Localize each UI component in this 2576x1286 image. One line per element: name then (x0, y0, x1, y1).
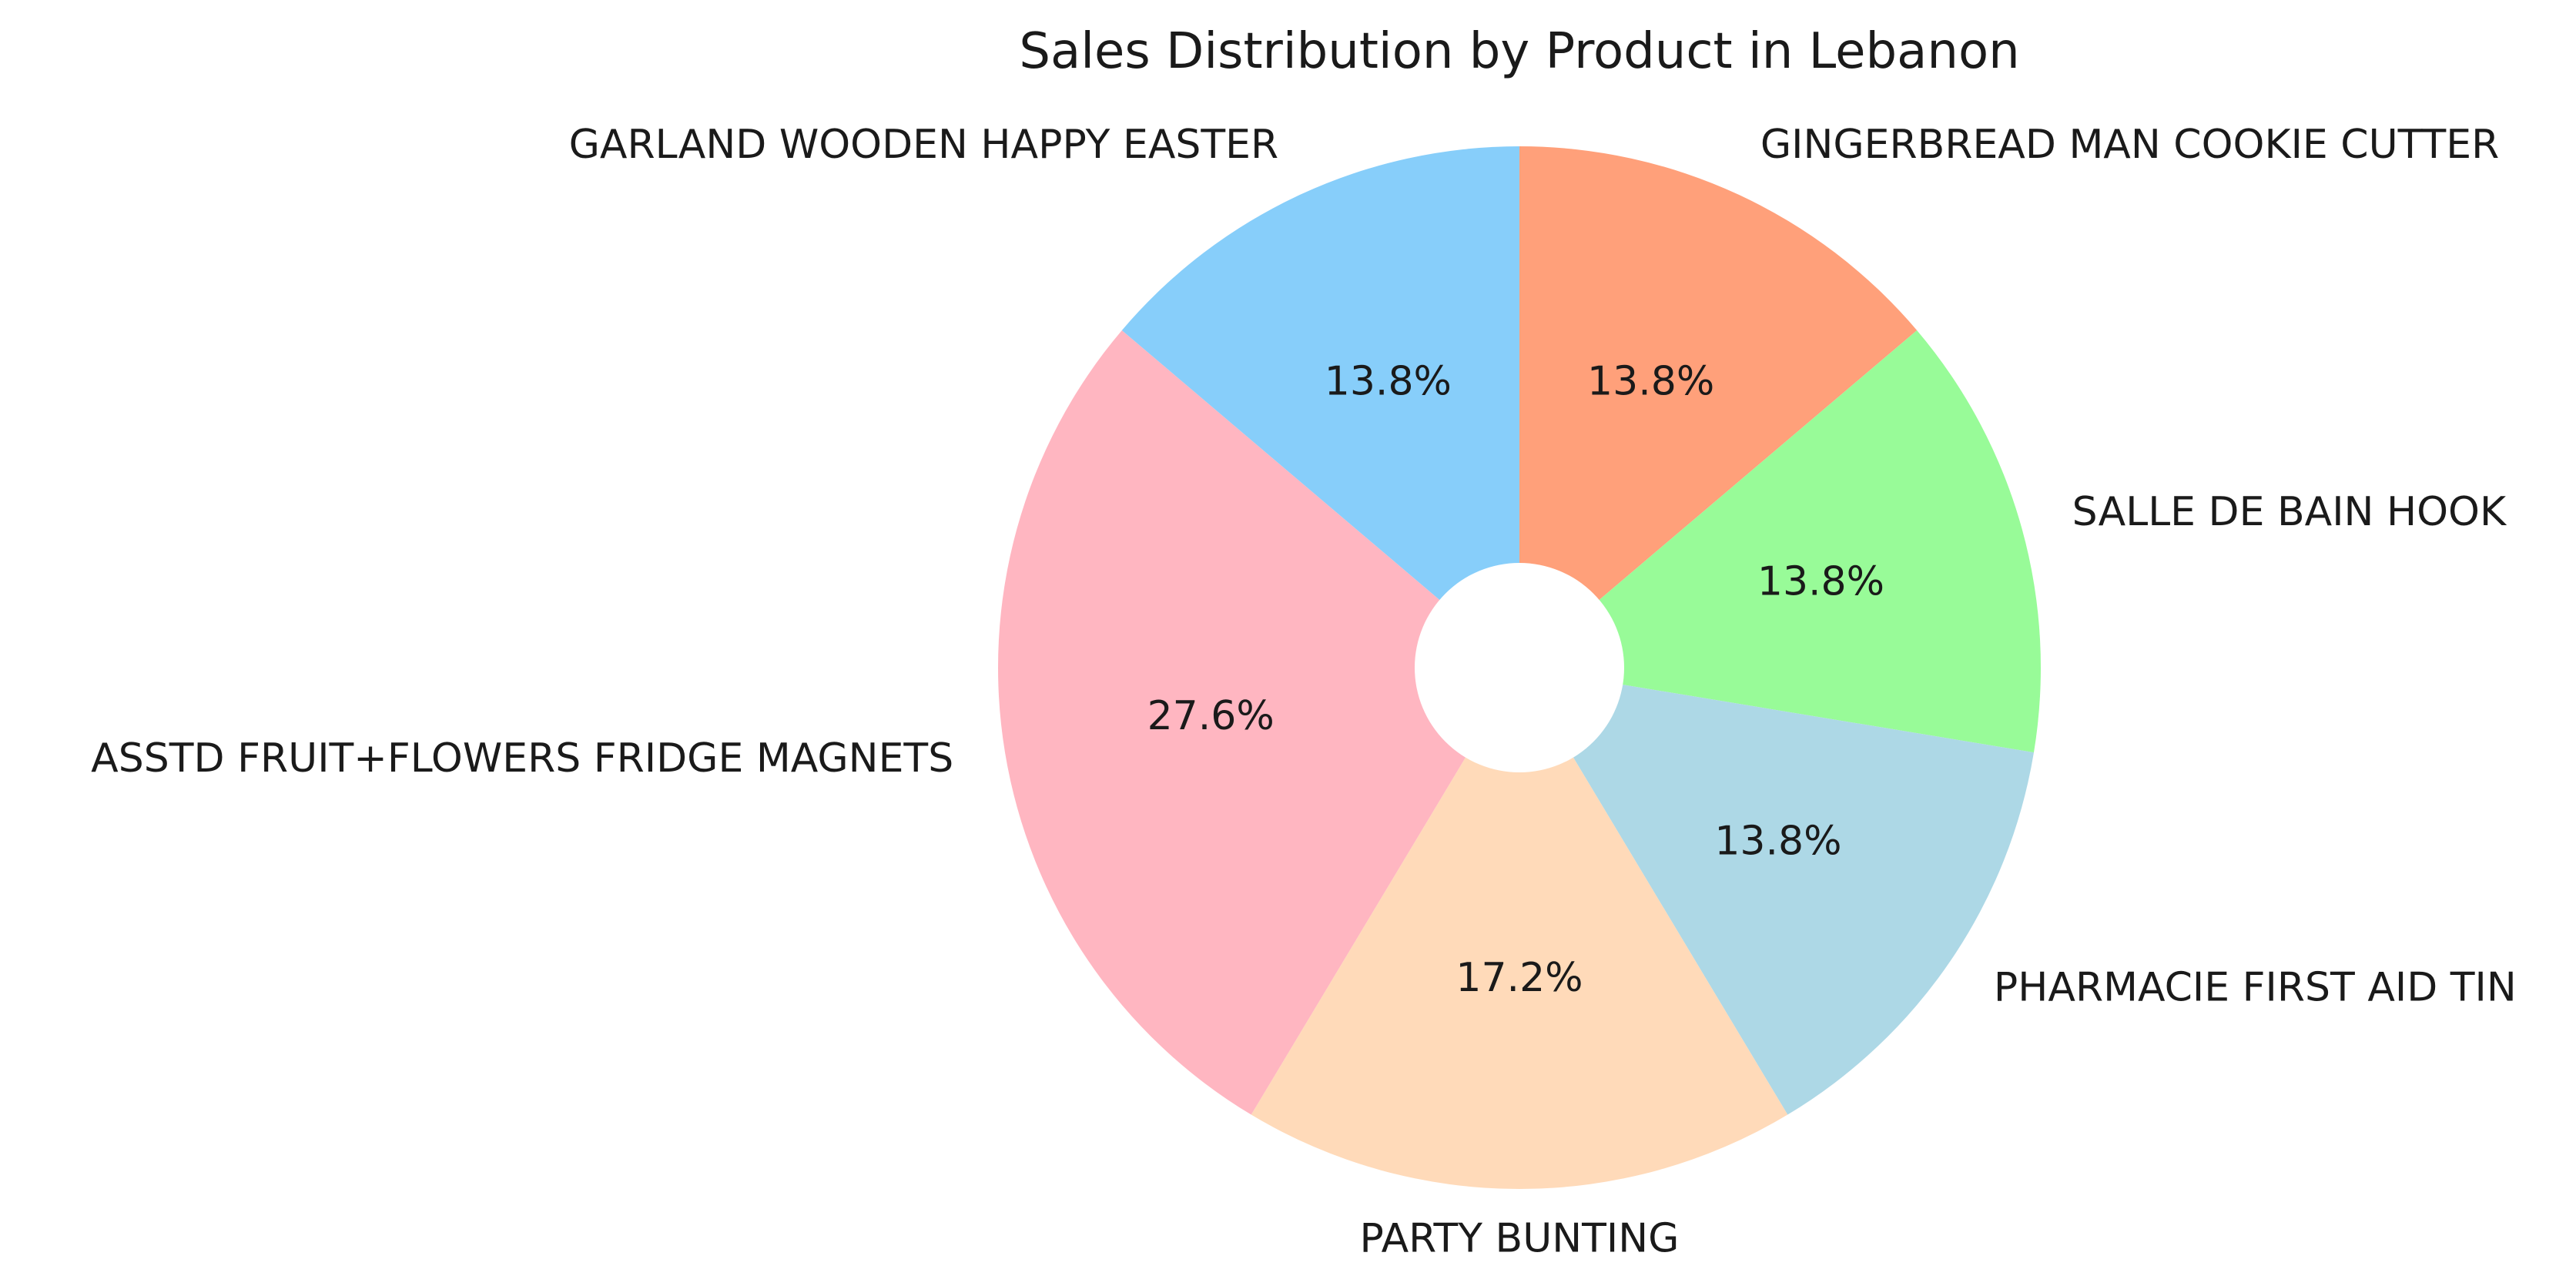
slice-label-pharmacie-first-aid-tin: PHARMACIE FIRST AID TIN (1994, 965, 2517, 1011)
pct-label-salle-de-bain-hook: 13.8% (1757, 559, 1884, 605)
pie-slice-salle-de-bain-hook (1519, 330, 2041, 753)
slice-label-garland-wooden-happy-easter: GARLAND WOODEN HAPPY EASTER (569, 122, 1279, 168)
pct-label-pharmacie-first-aid-tin: 13.8% (1714, 818, 1841, 864)
slice-label-party-bunting: PARTY BUNTING (1360, 1216, 1680, 1262)
donut-hole (1415, 563, 1624, 772)
pct-label-gingerbread-man-cookie-cutter: 13.8% (1587, 358, 1714, 404)
chart-title: Sales Distribution by Product in Lebanon (1019, 23, 2019, 80)
pie-slice-party-bunting (1251, 668, 1788, 1189)
pct-label-asstd-fruit-flowers-fridge-magnets: 27.6% (1147, 693, 1275, 739)
pie-slices (998, 146, 2041, 1189)
pie-slice-garland-wooden-happy-easter (1121, 146, 1519, 668)
pie-slice-gingerbread-man-cookie-cutter (1519, 146, 1918, 668)
slice-labels: GINGERBREAD MAN COOKIE CUTTER 13.8% SALLE … (91, 122, 2517, 1262)
slice-label-gingerbread-man-cookie-cutter: GINGERBREAD MAN COOKIE CUTTER (1760, 122, 2499, 168)
pie-slice-asstd-fruit-flowers-fridge-magnets (998, 330, 1519, 1115)
pct-label-party-bunting: 17.2% (1455, 955, 1583, 1001)
pct-label-garland-wooden-happy-easter: 13.8% (1325, 358, 1452, 404)
pie-slice-pharmacie-first-aid-tin (1519, 668, 2034, 1115)
slice-label-asstd-fruit-flowers-fridge-magnets: ASSTD FRUIT+FLOWERS FRIDGE MAGNETS (91, 735, 953, 782)
slice-label-salle-de-bain-hook: SALLE DE BAIN HOOK (2072, 489, 2507, 535)
